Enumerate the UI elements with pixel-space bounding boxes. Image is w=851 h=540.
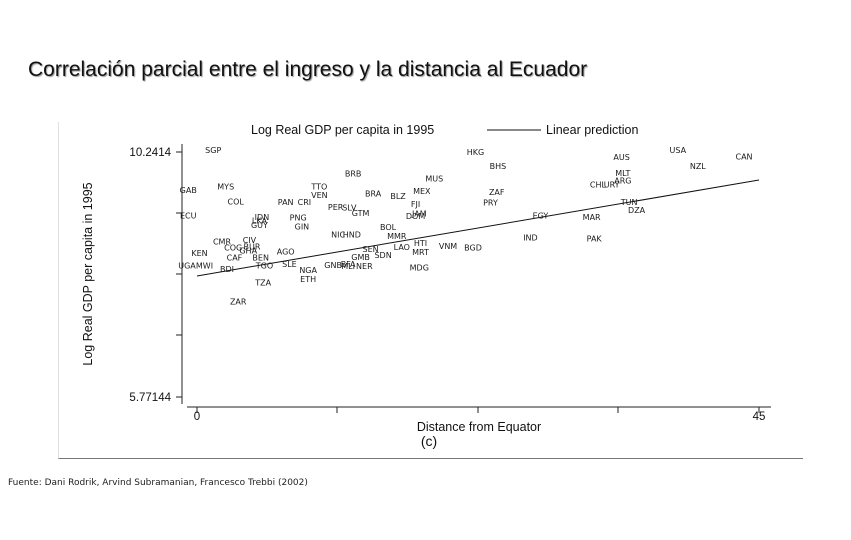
data-point-bhs: BHS — [490, 162, 507, 171]
data-point-can: CAN — [735, 152, 752, 161]
data-point-dza: DZA — [628, 206, 646, 215]
data-point-gha: GHA — [239, 247, 257, 256]
data-point-mar: MAR — [583, 213, 601, 222]
linear-prediction-line — [196, 179, 760, 277]
fit-line-layer — [196, 179, 760, 277]
data-point-dom: DOM — [406, 212, 425, 221]
data-point-ven: VEN — [311, 191, 328, 200]
chart-title: Log Real GDP per capita in 1995 — [251, 123, 434, 137]
data-point-lka: LKA — [252, 217, 268, 226]
data-point-ind: IND — [523, 234, 538, 243]
data-point-col: COL — [228, 197, 245, 206]
data-point-gmb: GMB — [351, 253, 370, 262]
data-point-aus: AUS — [613, 153, 629, 162]
data-point-ben: BEN — [252, 253, 269, 262]
data-point-bgd: BGD — [464, 243, 482, 252]
x-minor-ticks — [336, 407, 619, 413]
data-point-arg: ARG — [614, 177, 631, 186]
data-point-tun: TUN — [620, 198, 638, 207]
data-point-nzl: NZL — [690, 162, 706, 171]
data-point-civ: CIV — [243, 236, 257, 245]
data-point-idn: IDN — [255, 213, 270, 222]
data-point-bra: BRA — [365, 190, 382, 199]
data-point-ago: AGO — [277, 247, 295, 256]
data-point-pak: PAK — [587, 235, 603, 244]
data-point-mlt: MLT — [615, 169, 630, 178]
data-point-ecu: ECU — [180, 212, 197, 221]
data-point-gab: GAB — [180, 186, 197, 195]
data-point-per: PER — [328, 203, 344, 212]
data-point-slv: SLV — [342, 203, 357, 212]
data-point-uga: UGA — [178, 262, 196, 271]
y-tick-label: 5.77144 — [129, 392, 171, 404]
panel-label: (c) — [421, 433, 437, 449]
data-point-zaf: ZAF — [489, 188, 505, 197]
data-point-mrt: MRT — [412, 248, 429, 257]
y-ticks: 10.2414 5.77144 — [129, 147, 182, 404]
x-tick-label: 45 — [753, 411, 766, 423]
data-point-gtm: GTM — [352, 209, 370, 218]
data-point-ury: URY — [604, 180, 620, 189]
data-point-cri: CRI — [298, 198, 312, 207]
data-point-mwi: MWI — [196, 262, 213, 271]
data-point-jam: JAM — [411, 209, 427, 218]
data-point-bdi: BDI — [220, 265, 234, 274]
data-point-tto: TTO — [310, 183, 327, 192]
data-point-guy: GUY — [251, 221, 268, 230]
data-point-gnb: GNB — [324, 261, 342, 270]
x-axis-label: Distance from Equator — [417, 420, 541, 434]
data-point-ner: NER — [356, 262, 373, 271]
y-minor-ticks — [176, 212, 182, 336]
data-point-cmr: CMR — [213, 237, 231, 246]
data-point-mys: MYS — [217, 183, 234, 192]
data-point-caf: CAF — [227, 253, 243, 262]
data-point-lao: LAO — [394, 243, 410, 252]
data-point-nga: NGA — [299, 266, 317, 275]
legend-label: Linear prediction — [546, 123, 638, 137]
data-point-nic: NIC — [331, 230, 345, 239]
data-point-sdn: SDN — [374, 251, 391, 260]
scatter-chart: 10.2414 5.77144 0 45 SGP HKG USA AUS CAN BHS NZL… — [58, 122, 803, 459]
data-point-zar: ZAR — [230, 298, 247, 307]
data-point-mus: MUS — [425, 174, 443, 183]
data-point-hti: HTI — [414, 239, 427, 248]
data-point-fji: FJI — [411, 200, 420, 209]
data-point-vnm: VNM — [439, 242, 457, 251]
data-point-tza: TZA — [254, 279, 271, 288]
data-point-blz: BLZ — [390, 192, 406, 201]
data-point-pan: PAN — [278, 198, 294, 207]
data-point-bol: BOL — [380, 223, 397, 232]
source-note: Fuente: Dani Rodrik, Arvind Subramanian,… — [8, 478, 308, 488]
data-point-tgo: TGO — [255, 262, 273, 271]
data-point-brb: BRB — [345, 169, 362, 178]
data-point-sle: SLE — [282, 260, 297, 269]
data-point-mmr: MMR — [387, 232, 407, 241]
data-point-cog: COG — [224, 243, 242, 252]
data-point-png: PNG — [290, 213, 307, 222]
data-point-hkg: HKG — [467, 148, 484, 157]
y-axis-label: Log Real GDP per capita in 1995 — [81, 182, 95, 365]
data-point-bur: BUR — [243, 242, 260, 251]
data-point-gin: GIN — [295, 223, 310, 232]
x-ticks: 0 45 — [194, 407, 766, 423]
data-point-ken: KEN — [191, 249, 207, 258]
data-point-sen: SEN — [363, 245, 379, 254]
data-point-mdg: MDG — [410, 264, 429, 273]
x-tick-label: 0 — [194, 411, 200, 423]
data-point-eth: ETH — [300, 275, 316, 284]
slide-title: Correlación parcial entre el ingreso y l… — [28, 58, 588, 81]
data-point-egy: EGY — [533, 212, 549, 221]
data-point-pry: PRY — [483, 199, 498, 208]
data-point-usa: USA — [670, 146, 687, 155]
data-point-chl: CHL — [590, 180, 607, 189]
data-point-mli: MLI — [341, 262, 355, 271]
data-point-bfa: BFA — [341, 260, 356, 269]
chart-canvas: 10.2414 5.77144 0 45 SGP HKG USA AUS CAN BHS NZL… — [81, 123, 771, 449]
y-tick-label: 10.2414 — [129, 147, 171, 159]
data-point-sgp: SGP — [205, 146, 221, 155]
data-point-hnd: HND — [343, 230, 361, 239]
data-point-mex: MEX — [413, 187, 431, 196]
